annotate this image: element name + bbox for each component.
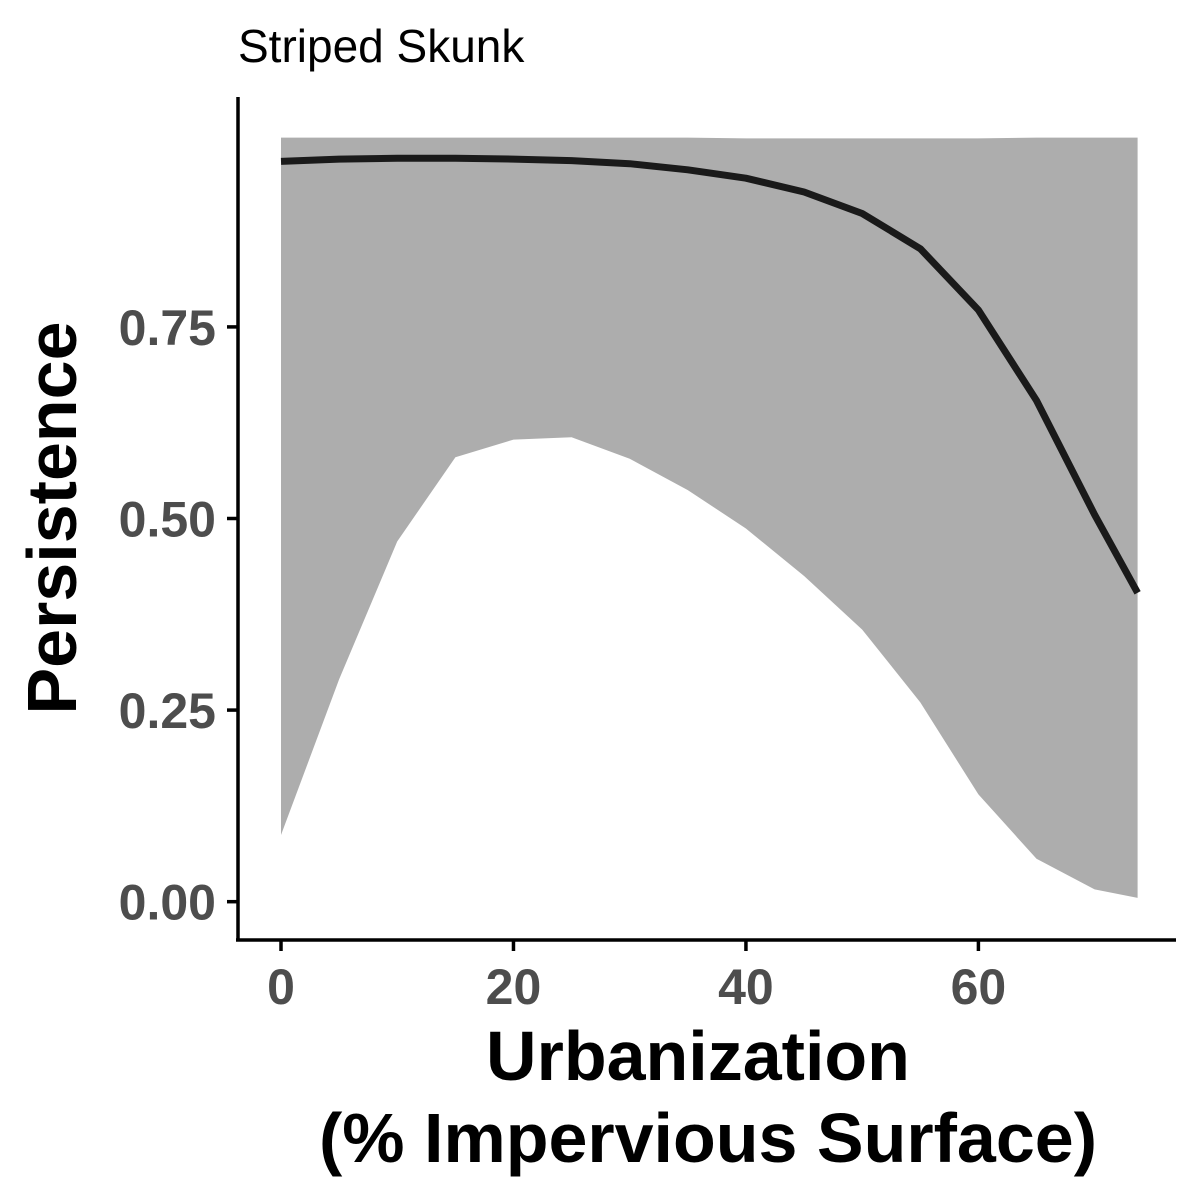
confidence-ribbon (281, 137, 1138, 898)
y-tick-label: 0.25 (119, 683, 216, 739)
chart-title: Striped Skunk (238, 20, 525, 72)
y-tick-label: 0.00 (119, 875, 216, 931)
y-axis-ticks: 0.00 0.25 0.50 0.75 (119, 300, 238, 931)
persistence-line (280, 154, 1141, 595)
x-tick-label: 0 (267, 959, 295, 1015)
x-axis-title-line-2: (% Impervious Surface) (319, 1099, 1097, 1177)
y-tick-label: 0.50 (119, 492, 216, 548)
y-axis-title: Persistence (13, 321, 91, 714)
x-tick-label: 60 (951, 959, 1007, 1015)
x-axis-title-line-1: Urbanization (486, 1017, 910, 1095)
plot-panel (280, 137, 1141, 898)
x-tick-label: 20 (486, 959, 542, 1015)
x-tick-label: 40 (718, 959, 774, 1015)
y-tick-label: 0.75 (119, 300, 216, 356)
x-axis-ticks: 0 20 40 60 (267, 940, 1006, 1015)
